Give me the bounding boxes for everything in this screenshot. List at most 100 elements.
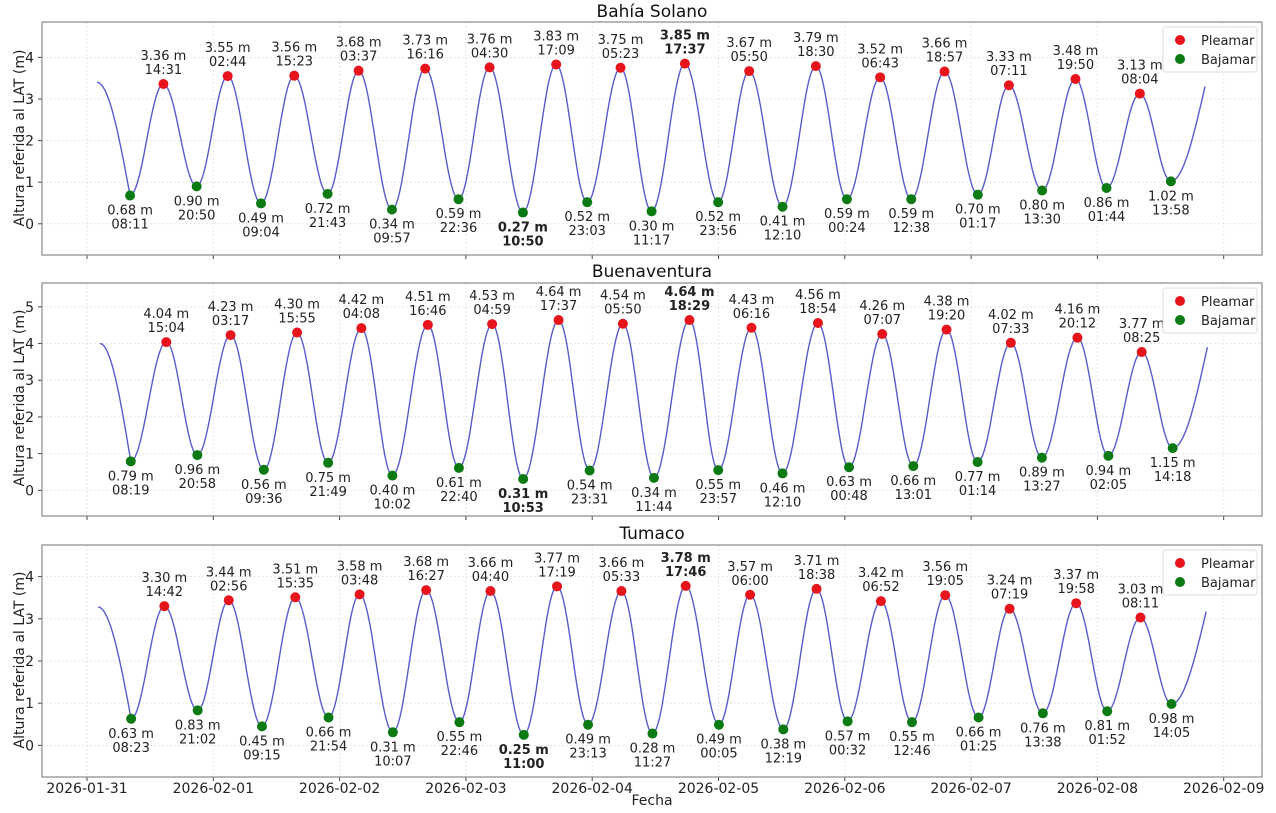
low-tide-time-label: 09:04	[242, 225, 279, 240]
low-tide-marker	[1102, 706, 1113, 717]
high-tide-height-label: 3.58 m	[337, 559, 383, 574]
high-tide-marker	[487, 319, 498, 330]
high-tide-marker	[422, 319, 433, 330]
low-tide-height-label: 0.66 m	[306, 726, 352, 741]
high-tide-height-label: 3.66 m	[599, 556, 645, 571]
low-tide-height-label: 0.68 m	[107, 204, 153, 219]
high-tide-time-label: 18:38	[798, 568, 835, 583]
high-tide-time-label: 02:44	[209, 55, 246, 70]
low-tide-height-label: 0.66 m	[956, 726, 1002, 741]
high-tide-time-label: 04:30	[471, 46, 508, 61]
legend-high-label: Pleamar	[1201, 34, 1255, 49]
low-tide-height-label: 0.30 m	[629, 219, 675, 234]
axes-frame	[41, 21, 1263, 256]
low-tide-marker	[844, 462, 855, 473]
x-tick-label: 2026-02-03	[425, 781, 506, 797]
high-tide-time-label: 19:05	[926, 574, 963, 589]
y-tick-label: 2	[25, 654, 34, 670]
high-tide-time-label: 02:56	[210, 579, 247, 594]
high-tide-height-label: 4.02 m	[988, 308, 1034, 323]
high-tide-marker	[744, 66, 755, 77]
low-tide-marker	[518, 729, 529, 740]
low-tide-time-label: 01:17	[959, 217, 996, 232]
low-tide-time-label: 00:05	[700, 747, 737, 762]
low-tide-time-label: 14:05	[1153, 726, 1190, 741]
low-tide-marker	[322, 188, 333, 199]
high-tide-marker	[1136, 346, 1147, 357]
high-tide-time-label: 20:12	[1059, 317, 1096, 332]
high-tide-time-label: 08:04	[1121, 73, 1158, 88]
low-tide-marker	[1167, 443, 1178, 454]
high-tide-time-label: 16:46	[409, 304, 446, 319]
low-tide-time-label: 01:44	[1088, 210, 1125, 225]
high-tide-time-label: 07:33	[992, 322, 1029, 337]
low-tide-marker	[1036, 452, 1047, 463]
high-tide-marker	[551, 59, 562, 70]
high-tide-marker	[225, 330, 236, 341]
low-tide-time-label: 23:57	[700, 492, 737, 507]
high-tide-height-label: 4.16 m	[1055, 303, 1101, 318]
legend-low-label: Bajamar	[1201, 314, 1256, 329]
low-tide-marker	[256, 198, 267, 209]
low-tide-marker	[387, 470, 398, 481]
low-tide-time-label: 11:44	[635, 500, 672, 515]
legend-high-marker-icon	[1175, 35, 1185, 45]
high-tide-time-label: 05:50	[604, 303, 641, 318]
high-tide-marker	[617, 318, 628, 329]
low-tide-marker	[1103, 450, 1114, 461]
high-tide-height-label: 4.64 m	[536, 285, 582, 300]
high-tide-height-label: 3.76 m	[467, 32, 513, 47]
high-tide-height-label: 3.30 m	[141, 571, 187, 586]
high-tide-marker	[940, 590, 951, 601]
low-tide-height-label: 0.66 m	[890, 474, 936, 489]
high-tide-time-label: 18:57	[926, 51, 963, 66]
low-tide-marker	[973, 712, 984, 723]
high-tide-time-label: 05:33	[603, 570, 640, 585]
low-tide-time-label: 22:36	[440, 221, 477, 236]
low-tide-time-label: 21:43	[309, 216, 346, 231]
y-tick-label: 2	[25, 410, 34, 426]
high-tide-time-label: 07:19	[991, 588, 1028, 603]
y-tick-label: 1	[25, 447, 34, 463]
x-tick-label: 2026-02-09	[1183, 781, 1264, 797]
high-tide-height-label: 4.04 m	[143, 307, 189, 322]
low-tide-time-label: 12:46	[893, 744, 930, 759]
low-tide-marker	[1037, 185, 1048, 196]
high-tide-time-label: 15:04	[148, 321, 185, 336]
high-tide-height-label: 4.42 m	[338, 293, 384, 308]
low-tide-time-label: 13:38	[1024, 735, 1061, 750]
y-tick-label: 1	[25, 696, 34, 712]
low-tide-time-label: 13:01	[895, 488, 932, 503]
high-tide-time-label: 06:52	[862, 580, 899, 595]
low-tide-height-label: 0.76 m	[1020, 721, 1066, 736]
low-tide-marker	[841, 194, 852, 205]
high-tide-time-label: 06:00	[731, 574, 768, 589]
low-tide-marker	[713, 719, 724, 730]
low-tide-marker	[906, 194, 917, 205]
low-tide-time-label: 23:56	[699, 224, 736, 239]
low-tide-time-label: 10:50	[502, 235, 543, 250]
high-tide-marker	[553, 315, 564, 326]
high-tide-height-label: 3.44 m	[206, 565, 252, 580]
low-tide-height-label: 0.55 m	[889, 730, 935, 745]
x-tick-label: 2026-02-06	[804, 781, 885, 797]
low-tide-marker	[192, 705, 203, 716]
low-tide-height-label: 0.45 m	[239, 734, 285, 749]
high-tide-marker	[616, 585, 627, 596]
low-tide-time-label: 12:10	[764, 495, 801, 510]
high-tide-time-label: 17:37	[540, 299, 577, 314]
low-tide-height-label: 0.49 m	[696, 733, 742, 748]
low-tide-marker	[713, 465, 724, 476]
high-tide-time-label: 06:43	[861, 56, 898, 71]
high-tide-marker	[1072, 332, 1083, 343]
low-tide-height-label: 0.83 m	[175, 718, 221, 733]
x-tick-label: 2026-02-02	[299, 781, 380, 797]
high-tide-height-label: 4.51 m	[405, 290, 451, 305]
high-tide-marker	[222, 71, 233, 82]
low-tide-height-label: 0.70 m	[955, 203, 1001, 218]
low-tide-marker	[842, 716, 853, 727]
high-tide-height-label: 3.56 m	[271, 41, 317, 56]
high-tide-time-label: 08:11	[1122, 597, 1159, 612]
low-tide-height-label: 0.90 m	[174, 194, 220, 209]
low-tide-marker	[387, 727, 398, 738]
